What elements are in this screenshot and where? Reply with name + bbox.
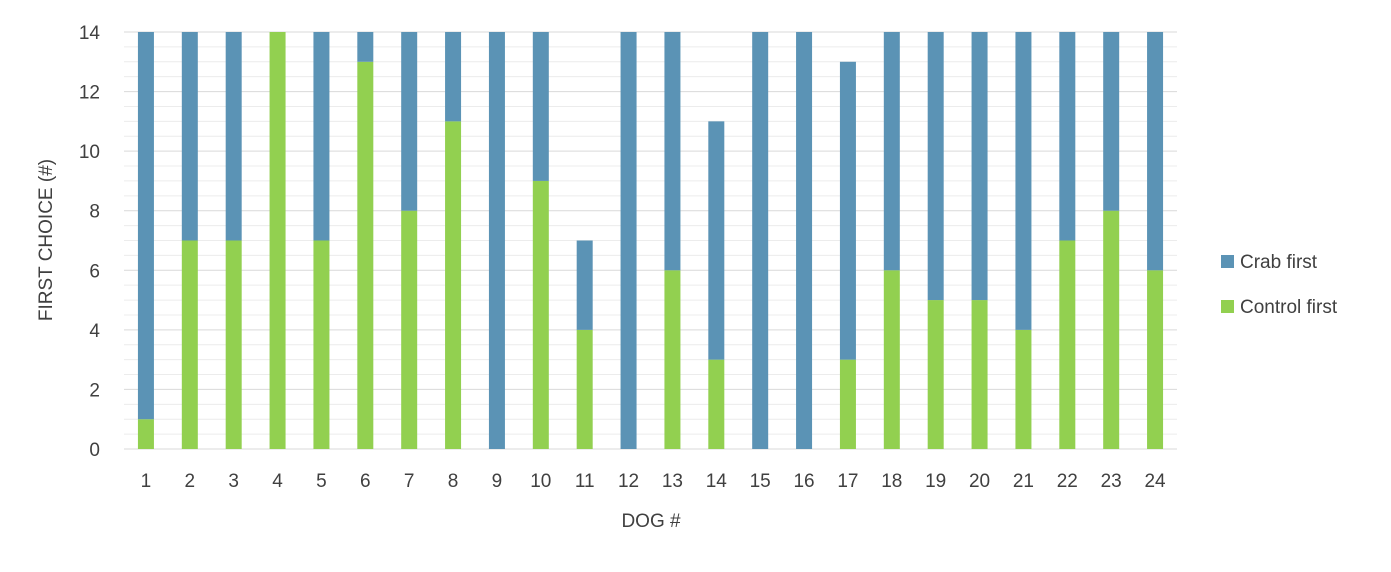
x-tick-label: 13 [662,471,683,492]
x-tick-label: 3 [228,471,239,492]
bar-crab-first-dog-20 [971,32,988,301]
y-tick-label: 4 [89,321,100,342]
x-tick-label: 6 [360,471,371,492]
legend: Crab first Control first [1221,252,1338,318]
x-tick-label: 10 [530,471,551,492]
bars [137,32,1164,450]
bar-control-first-dog-1 [137,419,154,449]
y-tick-label: 8 [89,202,100,223]
x-tick-label: 21 [1013,471,1034,492]
bar-control-first-dog-24 [1147,270,1164,449]
legend-swatch-crab-first [1221,255,1234,268]
bar-crab-first-dog-12 [620,32,637,449]
x-tick-label: 22 [1057,471,1078,492]
bar-control-first-dog-19 [927,300,944,449]
y-tick-label: 2 [89,380,100,401]
bar-control-first-dog-17 [839,359,856,449]
bar-crab-first-dog-11 [576,240,593,330]
x-tick-label: 23 [1101,471,1122,492]
x-tick-label: 4 [272,471,283,492]
bar-crab-first-dog-7 [401,32,418,211]
bar-crab-first-dog-5 [313,32,330,241]
bar-control-first-dog-6 [357,61,374,450]
bar-control-first-dog-4 [269,32,286,449]
legend-swatch-control-first [1221,300,1234,313]
y-axis-ticks: 0 2 4 6 8 10 12 14 [79,23,101,461]
y-tick-label: 10 [79,142,100,163]
bar-crab-first-dog-24 [1147,32,1164,271]
bar-crab-first-dog-3 [225,32,242,241]
bar-crab-first-dog-23 [1103,32,1120,211]
bar-crab-first-dog-21 [1015,32,1032,330]
bar-crab-first-dog-17 [839,61,856,360]
x-tick-label: 17 [837,471,858,492]
bar-control-first-dog-14 [708,359,725,449]
bar-crab-first-dog-8 [445,32,462,122]
y-tick-label: 6 [89,261,100,282]
x-tick-label: 1 [141,471,152,492]
x-tick-label: 20 [969,471,990,492]
x-tick-label: 14 [706,471,728,492]
y-tick-label: 14 [79,23,101,44]
bar-control-first-dog-20 [971,300,988,449]
bar-crab-first-dog-13 [664,32,681,271]
bar-crab-first-dog-10 [532,32,549,181]
bar-crab-first-dog-1 [137,32,154,420]
bar-control-first-dog-21 [1015,329,1032,449]
x-tick-label: 8 [448,471,459,492]
x-tick-label: 16 [793,471,814,492]
x-tick-label: 15 [750,471,771,492]
x-tick-label: 9 [492,471,503,492]
x-tick-label: 19 [925,471,946,492]
bar-crab-first-dog-18 [883,32,900,271]
y-tick-label: 12 [79,83,100,104]
bar-control-first-dog-3 [225,240,242,449]
bar-crab-first-dog-6 [357,32,374,62]
x-tick-label: 2 [185,471,196,492]
bar-crab-first-dog-19 [927,32,944,301]
bar-crab-first-dog-15 [752,32,769,449]
bar-control-first-dog-2 [181,240,198,449]
bar-control-first-dog-11 [576,329,593,449]
legend-label-control-first: Control first [1240,297,1338,318]
bar-control-first-dog-22 [1059,240,1076,449]
bar-crab-first-dog-22 [1059,32,1076,241]
legend-label-crab-first: Crab first [1240,252,1318,273]
x-tick-label: 5 [316,471,327,492]
bar-control-first-dog-8 [445,121,462,449]
bar-control-first-dog-5 [313,240,330,449]
bar-crab-first-dog-16 [796,32,813,449]
x-tick-label: 24 [1144,471,1166,492]
y-axis-title: FIRST CHOICE (#) [36,159,57,321]
bar-control-first-dog-18 [883,270,900,449]
x-tick-label: 11 [575,471,595,492]
x-axis-ticks: 1 2 3 4 5 6 7 8 9 10 11 12 13 14 15 16 17 18 19 20 21 22 23 24 [141,471,1166,492]
x-tick-label: 7 [404,471,415,492]
bar-control-first-dog-10 [532,180,549,449]
bar-crab-first-dog-14 [708,121,725,360]
bar-control-first-dog-13 [664,270,681,449]
bar-control-first-dog-23 [1103,210,1120,449]
bar-crab-first-dog-9 [488,32,505,449]
bar-crab-first-dog-2 [181,32,198,241]
x-axis-title: DOG # [621,511,681,532]
gridlines [124,31,1177,450]
bar-control-first-dog-7 [401,210,418,449]
x-tick-label: 18 [881,471,902,492]
x-tick-label: 12 [618,471,639,492]
y-tick-label: 0 [89,440,100,461]
